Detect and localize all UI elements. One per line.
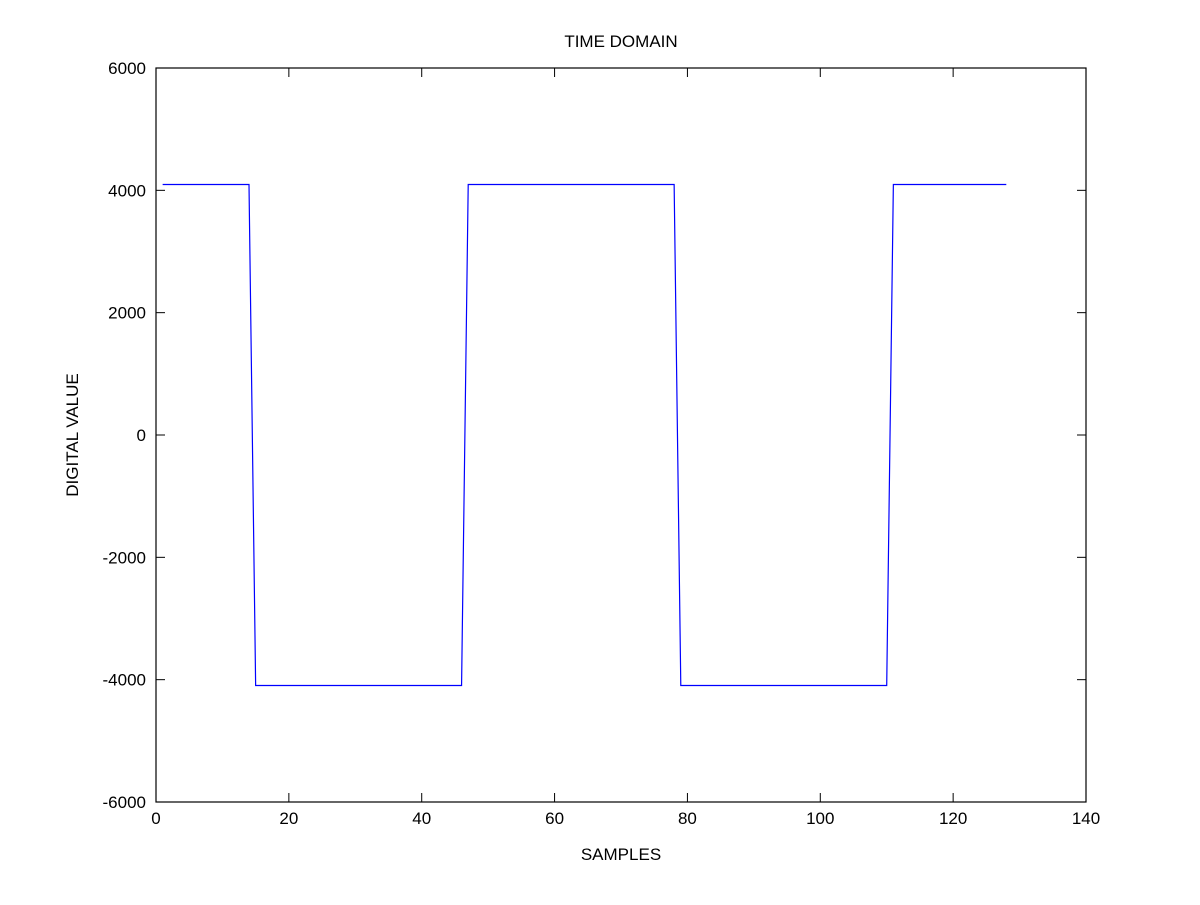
x-tick-label: 140 [1072,809,1100,828]
y-tick-label: -2000 [103,548,146,567]
series-line [162,183,1007,687]
y-tick-label: -4000 [103,671,146,690]
y-tick-label: 2000 [108,304,146,323]
plot-frame [155,67,1087,803]
x-tick-label: 120 [939,809,967,828]
y-axis-ticks: -6000 -4000 -2000 0 2000 4000 6000 [103,59,1086,812]
y-axis-title: DIGITAL VALUE [63,373,82,496]
x-axis-ticks: 0 20 40 60 80 100 120 140 [151,68,1100,828]
x-tick-label: 60 [545,809,564,828]
x-tick-label: 20 [279,809,298,828]
x-tick-label: 80 [678,809,697,828]
y-tick-label: 6000 [108,59,146,78]
x-axis-title: SAMPLES [581,845,661,864]
y-tick-label: 0 [137,426,146,445]
y-tick-label: -6000 [103,793,146,812]
chart-title: TIME DOMAIN [564,32,677,51]
x-tick-label: 40 [412,809,431,828]
x-tick-label: 0 [151,809,160,828]
y-tick-label: 4000 [108,181,146,200]
series-layer [162,183,1007,687]
x-tick-label: 100 [806,809,834,828]
